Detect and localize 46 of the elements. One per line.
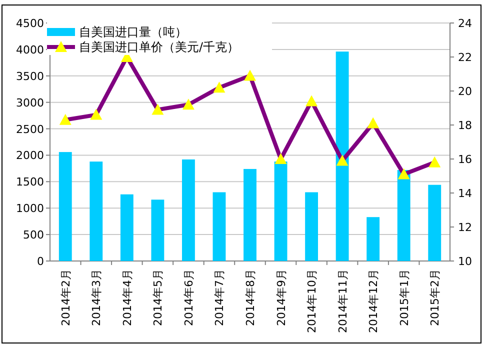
y2-tick-label: 10: [458, 255, 472, 268]
y-tick-label: 4000: [16, 43, 44, 56]
bar: [151, 200, 164, 261]
y-tick-label: 1500: [16, 176, 44, 189]
x-tick-label: 2014年4月: [120, 269, 134, 326]
y-tick-label: 3000: [16, 96, 44, 110]
x-tick-label: 2014年5月: [152, 269, 165, 326]
y-tick-label: 2500: [16, 122, 44, 136]
y-tick-label: 0: [37, 255, 44, 268]
y-tick-label: 500: [23, 228, 44, 242]
x-tick-label: 2014年9月: [274, 269, 288, 326]
bar: [305, 192, 318, 261]
y-tick-label: 1000: [16, 202, 44, 216]
bar: [90, 162, 103, 261]
x-tick-label: 2014年11月: [336, 269, 350, 333]
x-tick-label: 2014年2月: [59, 269, 72, 326]
bar: [366, 217, 380, 261]
y2-tick-label: 22: [458, 51, 472, 64]
y2-tick-label: 24: [458, 17, 472, 30]
x-tick-label: 2015年1月: [398, 269, 411, 326]
y2-tick-label: 14: [458, 187, 472, 200]
x-tick-label: 2014年12月: [367, 269, 380, 333]
y2-tick-label: 20: [458, 85, 472, 98]
y-tick-label: 4500: [16, 17, 44, 30]
x-tick-label: 2015年2月: [428, 269, 442, 326]
x-tick-label: 2014年7月: [213, 269, 226, 326]
legend-label: 自美国进口单价（美元/千克）: [79, 40, 240, 54]
x-tick-label: 2014年3月: [90, 269, 104, 326]
bar: [428, 184, 442, 261]
x-tick-label: 2014年10月: [306, 269, 319, 333]
bar: [397, 170, 410, 261]
bar: [182, 159, 195, 261]
bar: [120, 194, 134, 261]
y2-tick-label: 16: [458, 153, 472, 166]
y2-tick-label: 12: [458, 221, 472, 234]
bar: [244, 168, 256, 261]
bar: [274, 162, 288, 261]
y-tick-label: 2000: [16, 149, 44, 162]
x-tick-label: 2014年8月: [244, 269, 257, 326]
legend-label: 自美国进口量（吨）: [79, 25, 187, 39]
bar: [58, 152, 72, 261]
y2-tick-label: 18: [458, 119, 472, 132]
bar: [336, 52, 349, 261]
y-tick-label: 3500: [16, 70, 44, 83]
x-tick-label: 2014年6月: [182, 269, 196, 326]
bar: [212, 192, 226, 261]
